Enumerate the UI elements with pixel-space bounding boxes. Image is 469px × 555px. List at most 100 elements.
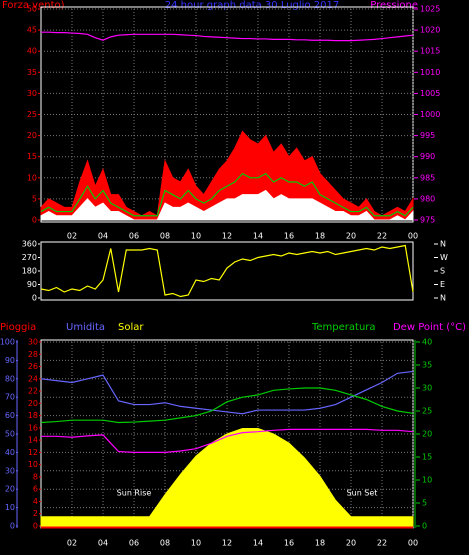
- x-tick-label: 08: [160, 232, 170, 241]
- line: [41, 428, 414, 453]
- y2-tick-label: 975: [420, 216, 435, 225]
- y2-tick-label: 995: [420, 131, 435, 140]
- wind-label: Forza vento): [2, 0, 65, 11]
- x-tick-label: 06: [129, 539, 139, 548]
- y2-tick-label: 985: [420, 173, 435, 182]
- y-tick-label: 35: [27, 68, 37, 77]
- y2-tick-label: 20: [422, 430, 432, 439]
- y-tick-label: 25: [27, 110, 37, 119]
- y-tick-label: 0: [10, 522, 15, 531]
- y3-tick-label: 22: [28, 387, 38, 396]
- y2-tick-label: 1025: [420, 5, 440, 14]
- chart-title: 24 hour graph data 30 Luglio 2017: [165, 0, 339, 11]
- y-tick-label: 40: [27, 47, 37, 56]
- y-tick-label: 70: [5, 393, 15, 402]
- y-tick-label: 180: [22, 267, 37, 276]
- x-tick-label: 20: [346, 232, 356, 241]
- y-tick-label: 60: [5, 411, 15, 420]
- y2-tick-label: 0: [422, 522, 427, 531]
- line: [40, 387, 414, 424]
- y3-tick-label: 18: [28, 411, 38, 420]
- y2-tick-label: 15: [422, 453, 432, 462]
- y2-tick-label: 40: [422, 338, 432, 347]
- area: [40, 427, 414, 527]
- y-tick-label: 50: [27, 5, 37, 14]
- x-tick-label: 00: [408, 539, 418, 548]
- y-tick-label: 15: [27, 152, 37, 161]
- y2-tick-label: 1020: [420, 26, 440, 35]
- y3-tick-label: 14: [28, 436, 38, 445]
- y-tick-label: 5: [32, 194, 37, 203]
- y3-tick-label: 0: [33, 522, 38, 531]
- x-tick-label: 08: [160, 539, 170, 548]
- y-tick-label: 100: [0, 338, 15, 347]
- y3-tick-label: 8: [33, 472, 38, 481]
- line: [40, 370, 414, 415]
- x-tick-label: 04: [98, 539, 108, 548]
- annotation: Sun Set: [347, 489, 378, 498]
- area: [40, 189, 414, 221]
- y2-tick-label: 5: [422, 499, 427, 508]
- y-tick-label: 90: [5, 356, 15, 365]
- y3-tick-label: 28: [28, 350, 38, 359]
- x-tick-label: 02: [67, 539, 77, 548]
- pressure-label: Pressione: [370, 0, 418, 11]
- x-tick-label: 12: [222, 539, 232, 548]
- x-tick-label: 16: [284, 539, 294, 548]
- legend-label: Dew Point (°C): [393, 322, 466, 333]
- x-tick-label: 18: [315, 539, 325, 548]
- y-tick-label: 30: [27, 89, 37, 98]
- y2-tick-label: 35: [422, 361, 432, 370]
- x-tick-label: 02: [67, 232, 77, 241]
- y-tick-label: 90: [27, 280, 37, 289]
- y2-tick-label: N: [440, 240, 446, 249]
- y2-tick-label: 1005: [420, 89, 440, 98]
- y3-tick-label: 20: [28, 399, 38, 408]
- y-tick-label: 40: [5, 448, 15, 457]
- y-tick-label: 360: [22, 240, 37, 249]
- y-tick-label: 20: [5, 485, 15, 494]
- y2-tick-label: 990: [420, 152, 435, 161]
- y2-tick-label: 10: [422, 476, 432, 485]
- y-tick-label: 80: [5, 374, 15, 383]
- y3-tick-label: 6: [33, 485, 38, 494]
- y2-tick-label: S: [440, 267, 445, 276]
- y3-tick-label: 24: [28, 374, 38, 383]
- annotation: Sun Rise: [117, 489, 152, 498]
- y3-tick-label: 26: [28, 362, 38, 371]
- y3-tick-label: 16: [28, 423, 38, 432]
- y3-tick-label: 2: [33, 509, 38, 518]
- y-tick-label: 10: [5, 503, 15, 512]
- line: [40, 172, 414, 217]
- line: [41, 31, 414, 42]
- x-tick-label: 14: [253, 232, 263, 241]
- y-tick-label: 20: [27, 131, 37, 140]
- y-tick-label: 10: [27, 173, 37, 182]
- y2-tick-label: N: [440, 294, 446, 303]
- y-tick-label: 0: [32, 294, 37, 303]
- legend-label: Solar: [118, 322, 144, 333]
- x-tick-label: 12: [222, 232, 232, 241]
- x-tick-label: 22: [377, 232, 387, 241]
- y-tick-label: 30: [5, 466, 15, 475]
- y3-tick-label: 12: [28, 448, 38, 457]
- y-tick-label: 50: [5, 430, 15, 439]
- y3-tick-label: 30: [28, 338, 38, 347]
- x-tick-label: 10: [191, 539, 201, 548]
- y2-tick-label: 1010: [420, 68, 440, 77]
- x-tick-label: 00: [408, 232, 418, 241]
- legend-label: Pioggia: [0, 322, 36, 333]
- x-tick-label: 18: [315, 232, 325, 241]
- x-tick-label: 06: [129, 232, 139, 241]
- line: [40, 244, 414, 298]
- x-tick-label: 16: [284, 232, 294, 241]
- y2-tick-label: 980: [420, 194, 435, 203]
- y2-tick-label: W: [440, 253, 448, 262]
- area: [40, 130, 414, 221]
- legend-label: Umidita: [66, 322, 105, 333]
- x-tick-label: 10: [191, 232, 201, 241]
- x-tick-label: 22: [377, 539, 387, 548]
- y3-tick-label: 4: [33, 497, 38, 506]
- plot-frame: [40, 241, 414, 301]
